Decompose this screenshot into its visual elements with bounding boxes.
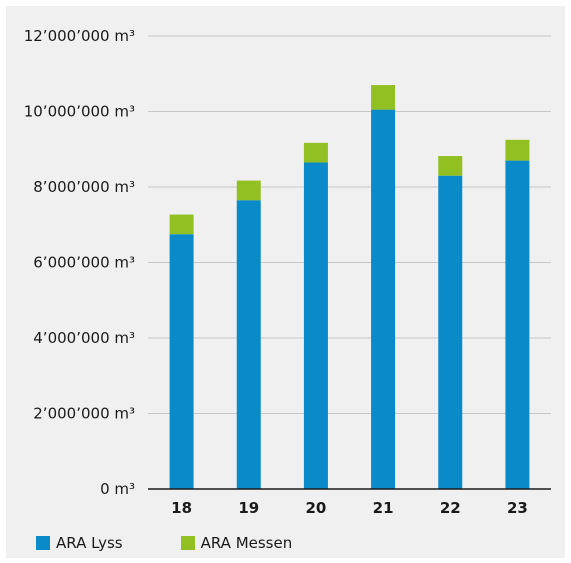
bar-23-series-0	[505, 160, 530, 489]
y-tick-label-5: 10’000’000 m³	[24, 103, 135, 121]
y-tick-label-0: 0 m³	[100, 480, 135, 498]
x-tick-label-20: 20	[305, 499, 326, 517]
gridlines	[148, 35, 551, 414]
y-tick-label-2: 4’000’000 m³	[33, 329, 135, 347]
bar-23-series-1	[505, 139, 530, 161]
y-tick-label-6: 12’000’000 m³	[24, 27, 135, 45]
x-tick-label-23: 23	[507, 499, 528, 517]
legend-item-ara-lyss: ARA Lyss	[36, 534, 123, 552]
x-tick-label-22: 22	[440, 499, 461, 517]
chart-panel: 0 m³ 2’000’000 m³ 4’000’000 m³ 6’000’000 m³…	[6, 6, 565, 558]
legend-label-ara-lyss: ARA Lyss	[56, 534, 123, 552]
y-tick-label-4: 8’000’000 m³	[33, 178, 135, 196]
bar-22-series-0	[438, 175, 463, 490]
legend-swatch-ara-lyss	[36, 536, 50, 550]
bar-21-series-1	[371, 85, 396, 110]
stacked-bar-chart: 0 m³ 2’000’000 m³ 4’000’000 m³ 6’000’000 m³…	[24, 27, 551, 517]
legend-item-ara-messen: ARA Messen	[180, 534, 293, 552]
bar-20-series-1	[303, 142, 328, 163]
legend: ARA Lyss ARA Messen	[36, 534, 350, 552]
y-axis-tick-labels: 0 m³ 2’000’000 m³ 4’000’000 m³ 6’000’000 m³…	[24, 27, 135, 498]
bar-18-series-0	[169, 234, 194, 489]
x-tick-label-21: 21	[373, 499, 394, 517]
y-tick-label-1: 2’000’000 m³	[33, 405, 135, 423]
legend-label-ara-messen: ARA Messen	[200, 534, 293, 552]
x-tick-label-18: 18	[171, 499, 192, 517]
bar-20-series-0	[303, 162, 328, 489]
bar-19-series-1	[236, 180, 261, 201]
bar-22-series-1	[438, 156, 463, 176]
x-tick-label-19: 19	[238, 499, 259, 517]
bar-19-series-0	[236, 200, 261, 489]
bar-18-series-1	[169, 214, 194, 235]
y-tick-label-3: 6’000’000 m³	[33, 254, 135, 272]
legend-swatch-ara-messen	[180, 536, 195, 550]
bar-21-series-0	[371, 109, 396, 490]
x-axis-tick-labels: 18 19 20 21 22 23	[171, 499, 528, 517]
bars	[169, 85, 530, 490]
